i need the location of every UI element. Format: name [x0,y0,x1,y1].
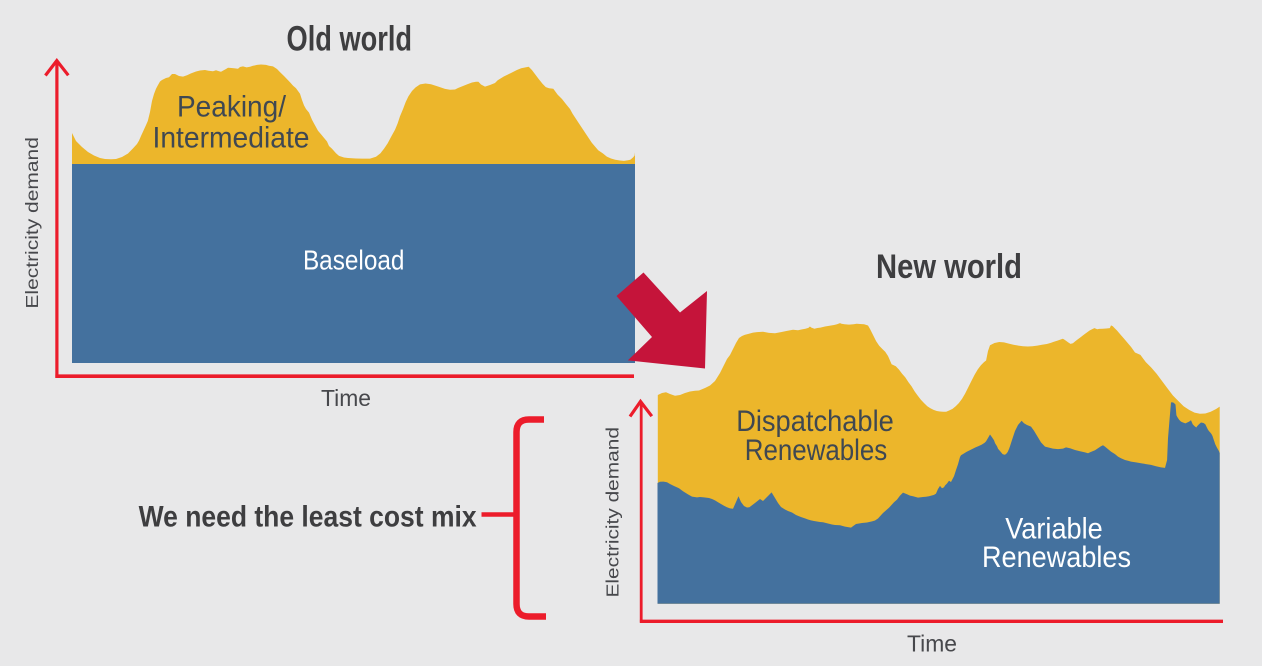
svg-text:Old world: Old world [287,20,413,59]
svg-text:New world: New world [876,248,1022,286]
svg-text:We need the least cost mix: We need the least cost mix [139,501,477,534]
svg-text:Time: Time [907,631,957,657]
svg-text:Variable: Variable [1005,513,1103,546]
svg-text:Baseload: Baseload [303,245,405,276]
svg-text:Peaking/: Peaking/ [177,91,287,124]
svg-text:Time: Time [321,385,371,411]
svg-text:Electricity demand: Electricity demand [603,427,623,598]
svg-text:Renewables: Renewables [982,541,1131,574]
svg-text:Electricity demand: Electricity demand [22,137,42,309]
svg-text:Dispatchable: Dispatchable [736,405,894,438]
svg-text:Renewables: Renewables [745,434,888,467]
svg-text:Intermediate: Intermediate [153,122,310,155]
